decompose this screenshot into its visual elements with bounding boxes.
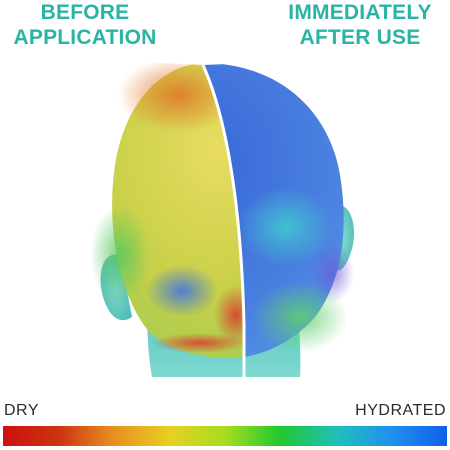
head-heatmap-illustration [90, 57, 354, 377]
divider-line [201, 64, 246, 377]
heading-before-line2: APPLICATION [13, 26, 157, 49]
scale-label-hydrated: HYDRATED [355, 402, 446, 419]
heading-after-line2: AFTER USE [299, 26, 421, 49]
heading-before-line1: BEFORE [40, 1, 130, 24]
heading-immediately-after-use: IMMEDIATELY AFTER USE [270, 0, 450, 50]
hydration-scale-bar [3, 426, 447, 446]
heading-before-application: BEFORE APPLICATION [0, 0, 170, 50]
heading-after-line1: IMMEDIATELY [288, 1, 432, 24]
scale-label-dry: DRY [4, 402, 39, 419]
